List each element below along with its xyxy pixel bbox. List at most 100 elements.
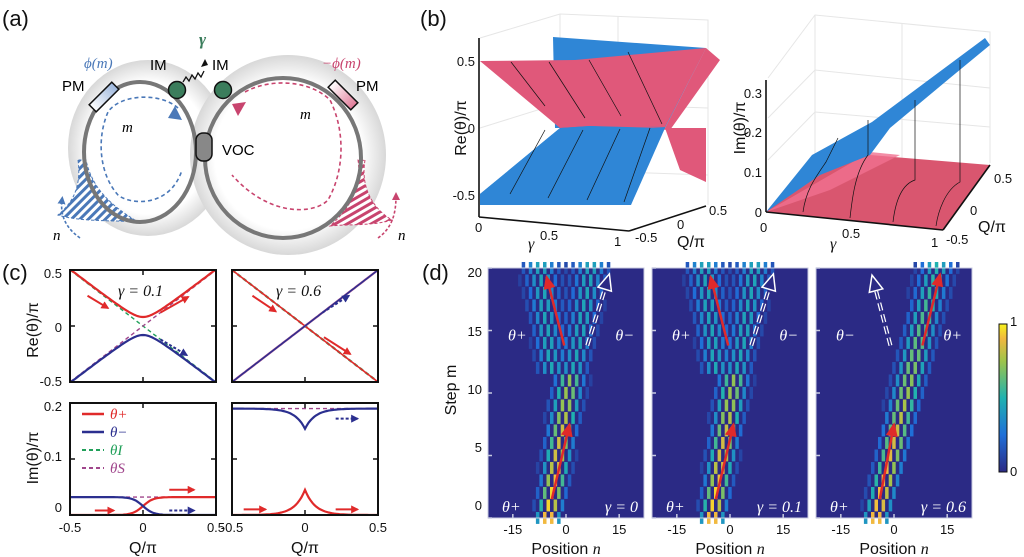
heatmap-cell	[532, 274, 536, 287]
heatmap-cell	[567, 449, 572, 462]
tick-label: 0	[139, 520, 146, 535]
tick-label: 0	[562, 522, 569, 537]
heatmap-cell	[567, 274, 572, 287]
heatmap-cell	[721, 412, 725, 424]
heatmap-cell	[724, 474, 729, 487]
heatmap-cell	[585, 362, 589, 374]
heatmap-cell	[913, 387, 917, 399]
right-circulation-arrowhead	[232, 102, 246, 116]
heatmap-cell	[746, 349, 750, 362]
lower-mode-label: θ+	[502, 499, 521, 516]
heatmap-cell	[574, 449, 579, 462]
legend-label: θS	[110, 461, 125, 477]
heatmap-cell	[913, 362, 917, 374]
heatmap-cell	[920, 312, 925, 324]
upper-right-mode-label: θ−	[779, 328, 798, 345]
heatmap-cell	[892, 412, 896, 424]
heatmap-cell	[927, 337, 932, 349]
heatmap-cell	[738, 399, 743, 412]
right-pm-label: PM	[356, 78, 379, 95]
right-im-label: IM	[212, 57, 229, 74]
heatmap-cell	[885, 487, 889, 499]
heatmap-cell	[731, 399, 736, 412]
heatmap-cell	[899, 412, 903, 424]
heatmap-cell	[920, 287, 925, 299]
heatmap-cell	[535, 362, 540, 374]
panel-label-d: (d)	[422, 260, 449, 285]
heatmap-cell	[721, 312, 725, 324]
heatmap-cell	[699, 462, 704, 474]
heatmap-cell	[574, 324, 579, 337]
upper-right-mode-label: θ−	[615, 328, 634, 345]
upper-right-mode-label: θ+	[943, 328, 962, 345]
heatmap-cell	[567, 324, 572, 337]
heatmap-cell	[899, 337, 903, 349]
heatmap-cell	[578, 387, 582, 399]
heatmap-cell	[892, 437, 896, 449]
heatmap-cell	[714, 337, 718, 349]
heatmap-cell	[934, 337, 939, 349]
heatmap-cell	[546, 499, 550, 512]
tick-label: 10	[468, 382, 482, 397]
heatmap-cell	[535, 312, 540, 324]
heatmap-cell	[710, 299, 714, 312]
surface-plot-real: 0.5 0 -0.5 Re(θ)/π 0 0.5 1 γ -0.5 0 0.5 …	[453, 13, 727, 253]
heatmap-cell	[539, 324, 543, 337]
upper-left-mode-label: θ−	[836, 328, 855, 345]
white-arrowhead	[760, 272, 777, 293]
tick-label: 0	[55, 500, 62, 515]
heatmap-cell	[543, 412, 547, 424]
heatmap-cell	[543, 312, 547, 324]
tick-label: 15	[776, 522, 790, 537]
heatmap-cell	[703, 324, 707, 337]
heatmap-cell	[924, 374, 928, 387]
heatmap-cell	[871, 462, 875, 474]
tick-label: 0.5	[994, 171, 1012, 186]
heatmap-cell	[557, 312, 561, 324]
surface-theta-minus	[766, 38, 990, 212]
heatmap-cell	[902, 424, 907, 437]
heatmap-cell	[913, 337, 917, 349]
heatmap-cell	[707, 287, 711, 299]
heatmap-cell	[707, 462, 711, 474]
heatmap-cell	[767, 299, 771, 312]
heatmap-cell	[710, 499, 714, 512]
red-arrowhead	[931, 272, 943, 288]
heatmap-cell	[760, 274, 764, 287]
left-im-label: IM	[150, 57, 167, 74]
heatmap-cell	[717, 349, 722, 362]
heatmap-cell	[703, 449, 707, 462]
heatmap-cell	[913, 312, 917, 324]
y-axis-label: Q/π	[978, 219, 1006, 236]
heatmap-cell	[546, 324, 550, 337]
heatmap-cell	[703, 499, 707, 512]
heatmap-cell	[710, 349, 714, 362]
heatmap-cell	[881, 399, 886, 412]
gamma-label: γ = 0.1	[757, 499, 802, 516]
panel-label-c: (c)	[2, 260, 28, 285]
heatmap-cell	[528, 312, 533, 324]
heatmap-cell	[878, 462, 882, 474]
right-n-label: n	[398, 228, 406, 244]
heatmap-cell	[703, 274, 707, 287]
heatmap-cell	[564, 487, 568, 499]
tick-label: 15	[468, 324, 482, 339]
heatmap-cell	[571, 387, 575, 399]
heatmap-cell	[582, 374, 586, 387]
tick-label: 0	[55, 320, 62, 335]
heatmap-cell	[532, 299, 536, 312]
heatmap-cell	[564, 312, 568, 324]
heatmap-cell	[749, 312, 753, 324]
heatmap-cell	[543, 362, 547, 374]
heatmap-cell	[553, 424, 558, 437]
heatmap-cell	[539, 274, 543, 287]
heatmap-cell	[703, 299, 707, 312]
heatmap-cell	[917, 324, 921, 337]
heatmap-cell	[589, 274, 593, 287]
tick-label: 0.2	[744, 125, 762, 140]
heatmap-cell	[692, 287, 697, 299]
tick-label: 0.5	[540, 228, 558, 243]
heatmap-cell	[682, 274, 686, 287]
left-phase-label: ϕ(m)	[84, 56, 113, 72]
x-axis-label-word: Position	[695, 541, 756, 557]
